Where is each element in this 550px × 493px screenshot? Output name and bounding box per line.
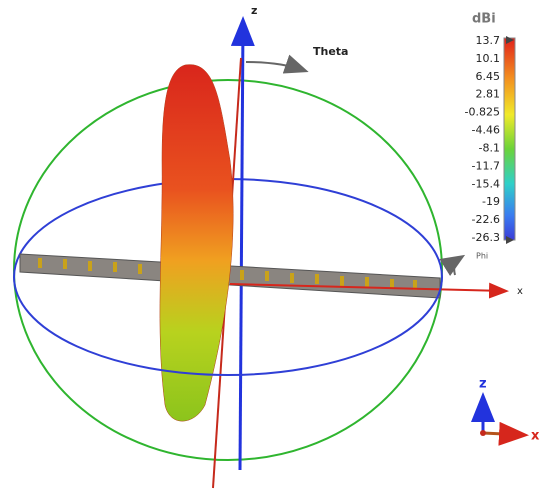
radiation-lobe [159, 64, 234, 422]
colorbar-label: -0.825 [465, 106, 500, 119]
colorbar-label: -22.6 [472, 213, 500, 226]
colorbar-label: -19 [482, 195, 500, 208]
x-axis-label: x [517, 286, 523, 297]
x-axis [229, 282, 509, 299]
colorbar-labels: 13.7 10.1 6.45 2.81 -0.825 -4.46 -8.1 -11.7 -15.… [465, 34, 500, 244]
colorbar-label: 6.45 [476, 70, 501, 83]
colorbar-label: 13.7 [476, 34, 501, 47]
phi-label: Phi [476, 252, 488, 261]
triad-x-label: x [531, 429, 540, 444]
phi-circle-front [13, 276, 443, 376]
z-axis [230, 16, 255, 471]
colorbar-label: -11.7 [472, 159, 500, 172]
colorbar-label: -4.46 [472, 124, 500, 137]
colorbar-label: 2.81 [476, 88, 501, 101]
phi-arrow [439, 254, 466, 277]
triad-x [482, 421, 529, 446]
colorbar-label: -8.1 [479, 141, 500, 154]
triad-origin [480, 430, 486, 436]
colorbar-label: -26.3 [472, 231, 500, 244]
z-axis-label: z [251, 4, 257, 17]
colorbar [503, 37, 516, 241]
colorbar-label: -15.4 [472, 177, 500, 190]
colorbar-unit: dBi [472, 12, 496, 27]
theta-arrow [245, 54, 309, 74]
triad-z-label: z [479, 377, 487, 392]
theta-label: Theta [313, 45, 348, 58]
colorbar-label: 10.1 [476, 52, 501, 65]
